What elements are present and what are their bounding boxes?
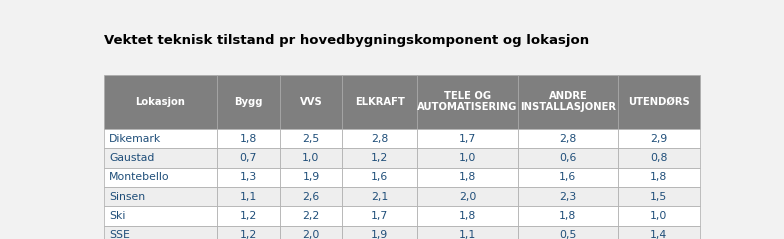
FancyBboxPatch shape	[343, 148, 417, 168]
FancyBboxPatch shape	[104, 75, 217, 129]
Text: Lokasjon: Lokasjon	[136, 97, 186, 107]
FancyBboxPatch shape	[618, 168, 699, 187]
FancyBboxPatch shape	[517, 75, 618, 129]
Text: 2,5: 2,5	[303, 134, 320, 144]
Text: 0,7: 0,7	[240, 153, 257, 163]
Text: 0,5: 0,5	[559, 230, 576, 239]
FancyBboxPatch shape	[517, 148, 618, 168]
Text: VVS: VVS	[299, 97, 322, 107]
Text: 1,9: 1,9	[303, 172, 320, 182]
FancyBboxPatch shape	[517, 168, 618, 187]
Text: ELKRAFT: ELKRAFT	[355, 97, 405, 107]
FancyBboxPatch shape	[104, 187, 217, 206]
Text: 1,0: 1,0	[650, 211, 667, 221]
Text: 1,1: 1,1	[459, 230, 476, 239]
Text: 1,4: 1,4	[650, 230, 667, 239]
FancyBboxPatch shape	[104, 129, 217, 148]
FancyBboxPatch shape	[217, 206, 280, 226]
FancyBboxPatch shape	[280, 75, 343, 129]
FancyBboxPatch shape	[217, 75, 280, 129]
Text: Gaustad: Gaustad	[109, 153, 154, 163]
FancyBboxPatch shape	[618, 187, 699, 206]
Text: Bygg: Bygg	[234, 97, 263, 107]
Text: ANDRE
INSTALLASJONER: ANDRE INSTALLASJONER	[520, 91, 616, 112]
Text: 1,8: 1,8	[459, 172, 476, 182]
FancyBboxPatch shape	[280, 148, 343, 168]
FancyBboxPatch shape	[343, 168, 417, 187]
FancyBboxPatch shape	[417, 148, 517, 168]
FancyBboxPatch shape	[343, 129, 417, 148]
Text: 0,8: 0,8	[650, 153, 667, 163]
FancyBboxPatch shape	[517, 187, 618, 206]
Text: 0,6: 0,6	[559, 153, 576, 163]
FancyBboxPatch shape	[217, 148, 280, 168]
Text: 2,0: 2,0	[302, 230, 320, 239]
FancyBboxPatch shape	[618, 129, 699, 148]
Text: 1,7: 1,7	[459, 134, 476, 144]
Text: 1,1: 1,1	[240, 192, 257, 202]
Text: 1,3: 1,3	[240, 172, 257, 182]
FancyBboxPatch shape	[280, 129, 343, 148]
FancyBboxPatch shape	[417, 206, 517, 226]
Text: 1,8: 1,8	[459, 211, 476, 221]
Text: 2,3: 2,3	[559, 192, 576, 202]
FancyBboxPatch shape	[217, 187, 280, 206]
FancyBboxPatch shape	[517, 226, 618, 239]
Text: 1,7: 1,7	[372, 211, 389, 221]
FancyBboxPatch shape	[618, 226, 699, 239]
Text: Dikemark: Dikemark	[109, 134, 162, 144]
FancyBboxPatch shape	[517, 206, 618, 226]
Text: 1,2: 1,2	[240, 230, 257, 239]
Text: 1,6: 1,6	[559, 172, 576, 182]
FancyBboxPatch shape	[104, 148, 217, 168]
FancyBboxPatch shape	[280, 187, 343, 206]
Text: Sinsen: Sinsen	[109, 192, 145, 202]
Text: 2,9: 2,9	[650, 134, 667, 144]
FancyBboxPatch shape	[343, 226, 417, 239]
Text: 2,1: 2,1	[372, 192, 389, 202]
Text: 1,2: 1,2	[240, 211, 257, 221]
FancyBboxPatch shape	[417, 226, 517, 239]
Text: 1,9: 1,9	[372, 230, 389, 239]
FancyBboxPatch shape	[417, 168, 517, 187]
Text: 2,6: 2,6	[303, 192, 320, 202]
Text: Ski: Ski	[109, 211, 125, 221]
Text: 1,8: 1,8	[559, 211, 576, 221]
FancyBboxPatch shape	[280, 206, 343, 226]
Text: 1,0: 1,0	[302, 153, 320, 163]
Text: 2,2: 2,2	[303, 211, 320, 221]
FancyBboxPatch shape	[618, 206, 699, 226]
FancyBboxPatch shape	[104, 226, 217, 239]
FancyBboxPatch shape	[417, 75, 517, 129]
Text: 2,8: 2,8	[559, 134, 576, 144]
Text: 1,0: 1,0	[459, 153, 477, 163]
FancyBboxPatch shape	[104, 168, 217, 187]
Text: Vektet teknisk tilstand pr hovedbygningskomponent og lokasjon: Vektet teknisk tilstand pr hovedbygnings…	[104, 34, 590, 47]
Text: TELE OG
AUTOMATISERING: TELE OG AUTOMATISERING	[417, 91, 517, 112]
Text: 1,8: 1,8	[650, 172, 667, 182]
Text: SSE: SSE	[109, 230, 130, 239]
FancyBboxPatch shape	[343, 75, 417, 129]
Text: UTENDØRS: UTENDØRS	[628, 97, 690, 107]
FancyBboxPatch shape	[343, 206, 417, 226]
FancyBboxPatch shape	[618, 148, 699, 168]
FancyBboxPatch shape	[217, 129, 280, 148]
Text: 2,0: 2,0	[459, 192, 477, 202]
Text: Montebello: Montebello	[109, 172, 169, 182]
FancyBboxPatch shape	[417, 187, 517, 206]
FancyBboxPatch shape	[104, 206, 217, 226]
Text: 1,8: 1,8	[240, 134, 257, 144]
FancyBboxPatch shape	[217, 168, 280, 187]
FancyBboxPatch shape	[280, 226, 343, 239]
FancyBboxPatch shape	[517, 129, 618, 148]
FancyBboxPatch shape	[417, 129, 517, 148]
FancyBboxPatch shape	[343, 187, 417, 206]
Text: 2,8: 2,8	[372, 134, 389, 144]
FancyBboxPatch shape	[280, 168, 343, 187]
FancyBboxPatch shape	[217, 226, 280, 239]
Text: 1,2: 1,2	[372, 153, 389, 163]
Text: 1,6: 1,6	[372, 172, 389, 182]
Text: 1,5: 1,5	[650, 192, 667, 202]
FancyBboxPatch shape	[618, 75, 699, 129]
